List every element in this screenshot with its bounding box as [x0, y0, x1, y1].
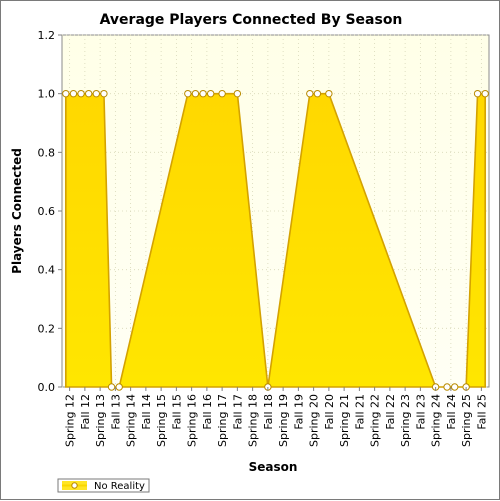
y-axis-label: Players Connected [10, 148, 24, 274]
data-point-marker [481, 89, 489, 98]
data-point-marker [325, 89, 333, 98]
series-marker-layer [62, 89, 489, 391]
x-tick-label: Fall 13 [109, 394, 122, 430]
x-tick-label: Spring 20 [308, 394, 321, 447]
x-tick-label: Fall 18 [262, 394, 275, 430]
data-point-marker [233, 89, 242, 98]
x-tick-label: Fall 23 [414, 394, 427, 430]
y-tick-label: 1.0 [38, 88, 56, 101]
x-tick-label: Spring 24 [430, 394, 443, 447]
x-tick-label: Fall 22 [384, 394, 397, 430]
legend: No Reality [57, 478, 150, 493]
data-point-marker [115, 383, 123, 391]
x-tick-label: Fall 25 [475, 394, 488, 430]
data-point-marker [450, 383, 459, 391]
data-point-marker [62, 89, 70, 98]
x-tick-label: Fall 16 [201, 394, 214, 430]
data-point-marker [92, 89, 101, 98]
data-point-marker [77, 89, 85, 98]
x-tick-label: Fall 24 [445, 394, 458, 430]
data-point-marker [184, 89, 192, 98]
chart-title: Average Players Connected By Season [100, 12, 403, 28]
y-tick-label: 0.2 [38, 322, 56, 335]
data-point-marker [107, 383, 116, 391]
y-axis-ticks: 0.0 0.2 0.4 0.6 0.8 1.0 1.2 [38, 29, 62, 394]
x-tick-label: Spring 22 [369, 394, 382, 447]
y-tick-label: 0.0 [38, 381, 56, 394]
x-tick-label: Spring 17 [216, 394, 229, 447]
x-tick-label: Spring 13 [94, 394, 107, 447]
y-tick-label: 0.4 [38, 264, 56, 277]
x-axis-label: Season [249, 460, 298, 474]
x-tick-label: Spring 15 [155, 394, 168, 447]
legend-label: No Reality [94, 481, 145, 492]
y-tick-label: 1.2 [38, 29, 56, 42]
x-tick-label: Fall 12 [79, 394, 92, 430]
data-point-marker [191, 89, 200, 98]
y-tick-label: 0.8 [38, 146, 56, 159]
x-tick-label: Spring 12 [64, 394, 77, 447]
x-tick-label: Spring 14 [125, 394, 138, 447]
data-point-marker [473, 89, 482, 98]
x-tick-label: Spring 18 [247, 394, 260, 447]
x-tick-label: Spring 25 [460, 394, 473, 447]
x-tick-label: Spring 19 [277, 394, 290, 447]
x-tick-label: Spring 23 [399, 394, 412, 447]
x-tick-label: Fall 15 [170, 394, 183, 430]
x-tick-label: Fall 17 [231, 394, 244, 430]
data-point-marker [199, 89, 207, 98]
data-point-marker [100, 89, 108, 98]
data-point-marker [206, 89, 215, 98]
data-point-marker [218, 89, 226, 98]
x-tick-label: Fall 20 [323, 394, 336, 430]
data-point-marker [313, 89, 322, 98]
x-tick-label: Fall 21 [353, 394, 366, 430]
data-point-marker [306, 89, 314, 98]
y-tick-label: 0.6 [38, 205, 56, 218]
x-tick-label: Spring 21 [338, 394, 351, 447]
data-point-marker [84, 89, 93, 98]
data-point-marker [443, 383, 451, 391]
legend-marker-icon [71, 482, 78, 489]
x-axis-ticks: Spring 12 Fall 12 Spring 13 Fall 13 Spring 1… [64, 387, 488, 447]
x-tick-label: Fall 19 [292, 394, 305, 430]
x-tick-label: Spring 16 [186, 394, 199, 447]
x-tick-label: Fall 14 [140, 394, 153, 430]
data-point-marker [69, 89, 78, 98]
